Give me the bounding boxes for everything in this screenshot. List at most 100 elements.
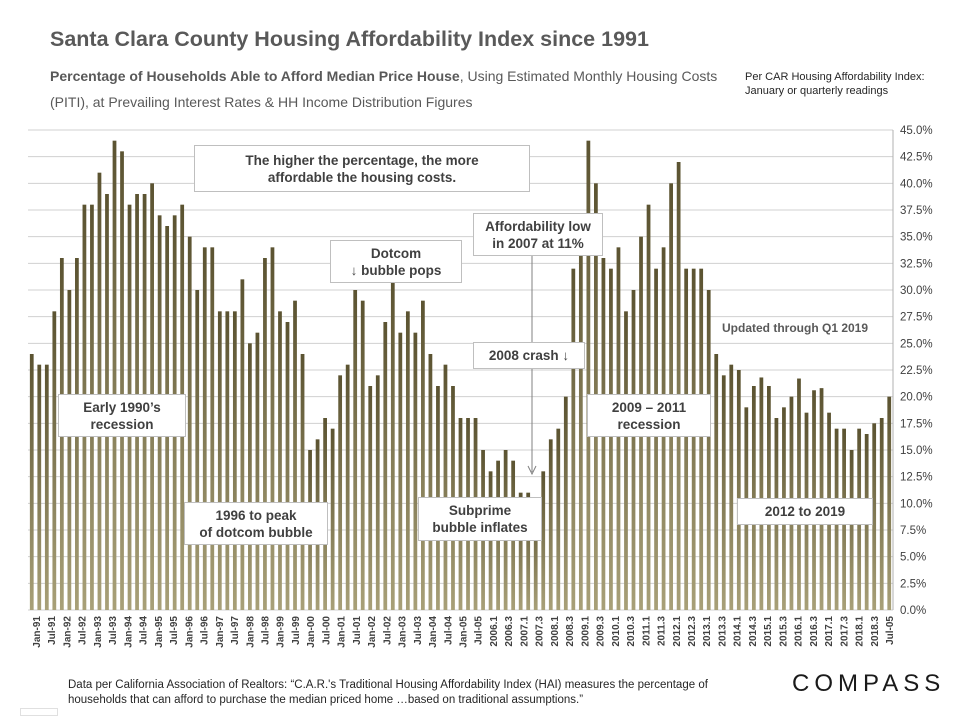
x-tick-label: Jan-01 (337, 616, 348, 648)
x-tick-label: Jul-99 (291, 616, 302, 645)
bar (849, 450, 854, 610)
x-tick-label: Jan-99 (276, 616, 287, 648)
bar (556, 428, 561, 610)
y-tick-label: 12.5% (900, 472, 933, 484)
y-tick-label: 10.0% (900, 498, 933, 510)
x-tick-label: Jan-02 (367, 616, 378, 648)
callout-2009-2011-recession-text: 2009 – 2011 recession (611, 399, 687, 432)
x-tick-label: 2006.1 (489, 616, 500, 647)
x-tick-label: Jul-05 (885, 616, 896, 645)
bar (37, 364, 42, 610)
x-tick-label: Jul-01 (352, 616, 363, 645)
bar (533, 503, 538, 610)
x-tick-label: Jul-05 (474, 616, 485, 645)
x-tick-label: 2012.3 (687, 616, 698, 647)
x-tick-label: 2016.3 (809, 616, 820, 647)
bar (578, 215, 583, 611)
y-tick-label: 42.5% (900, 152, 933, 164)
x-tick-label: Jan-96 (184, 616, 195, 648)
x-tick-label: 2014.1 (733, 616, 744, 647)
bar (624, 311, 628, 610)
bar (338, 375, 343, 610)
x-tick-label: Jan-97 (215, 616, 226, 648)
x-tick-label: Jan-94 (123, 616, 134, 648)
x-tick-label: Jul-97 (230, 616, 241, 645)
bar (67, 290, 72, 610)
y-tick-label: 35.0% (900, 232, 933, 244)
bar (586, 140, 591, 610)
bar (721, 375, 726, 610)
bar (887, 396, 892, 610)
bar (706, 290, 711, 610)
bar (360, 300, 365, 610)
bar (383, 322, 388, 610)
bar (684, 268, 689, 610)
callout-2008-crash-text: 2008 crash ↓ (488, 348, 570, 363)
bar (285, 322, 290, 610)
x-tick-label: 2013.1 (702, 616, 713, 647)
bar (187, 236, 192, 610)
bar (202, 247, 207, 611)
bar (232, 311, 237, 610)
y-tick-label: 0.0% (900, 605, 926, 617)
x-tick-label: 2010.1 (611, 616, 622, 647)
callout-peak-dotcom-text: 1996 to peak of dotcom bubble (199, 507, 313, 540)
x-tick-label: Jan-04 (428, 616, 439, 648)
x-tick-label: Jul-03 (413, 616, 424, 645)
bar (97, 172, 102, 610)
callout-higher-percentage: The higher the percentage, the more affo… (194, 145, 530, 192)
index-note: Per CAR Housing Affordability Index: Jan… (745, 71, 925, 97)
bar (631, 290, 636, 610)
x-tick-label: Jan-05 (459, 616, 470, 648)
y-tick-label: 17.5% (900, 418, 933, 430)
bar (518, 492, 523, 610)
callout-higher-percentage-text: The higher the percentage, the more affo… (245, 152, 479, 185)
callout-2012-to-2019-text: 2012 to 2019 (764, 504, 846, 519)
y-tick-label: 45.0% (900, 125, 933, 137)
y-axis-labels: 0.0% 2.5% 5.0% 7.5% 10.0% 12.5% 15.0% 17.5% 20.0… (900, 125, 933, 617)
bar (691, 268, 696, 610)
slide-footer-mark (20, 708, 58, 716)
x-tick-label: Jul-04 (443, 616, 454, 645)
bar (330, 428, 335, 610)
bar (270, 247, 275, 611)
bar (353, 290, 358, 610)
bar (405, 311, 410, 610)
y-tick-label: 32.5% (900, 258, 933, 270)
bar (526, 492, 531, 610)
bar (368, 386, 373, 610)
bar (255, 332, 260, 610)
x-tick-label: 2018.1 (855, 616, 866, 647)
bar (293, 300, 297, 610)
bar (390, 279, 395, 610)
callout-dotcom-pops: Dotcom ↓ bubble pops (330, 240, 462, 283)
x-tick-label: 2008.3 (565, 616, 576, 647)
bar (195, 290, 200, 610)
x-tick-label: Jul-94 (139, 616, 150, 645)
x-tick-label: 2007.3 (535, 616, 546, 647)
x-tick-label: 2009.3 (596, 616, 607, 647)
x-tick-label: Jan-03 (398, 616, 409, 648)
x-tick-label: Jan-92 (62, 616, 73, 648)
source-footnote: Data per California Association of Realt… (68, 679, 708, 706)
callout-affordability-low-text: Affordability low in 2007 at 11% (485, 218, 591, 251)
x-tick-label: 2015.1 (763, 616, 774, 647)
bar (428, 354, 433, 610)
y-tick-label: 27.5% (900, 312, 933, 324)
x-tick-label: 2017.1 (824, 616, 835, 647)
bar (240, 279, 245, 610)
x-tick-label: 2016.1 (794, 616, 805, 647)
chart-subtitle: Percentage of Households Able to Afford … (50, 63, 740, 115)
callout-subprime-text: Subprime bubble inflates (432, 503, 528, 535)
y-tick-label: 2.5% (900, 578, 926, 590)
x-tick-label: 2011.1 (641, 616, 652, 646)
bar (210, 247, 215, 611)
callout-subprime: Subprime bubble inflates (418, 497, 542, 541)
x-tick-label: 2015.3 (778, 616, 789, 647)
callout-affordability-low: Affordability low in 2007 at 11% (473, 213, 603, 256)
bar (736, 370, 741, 610)
x-tick-label: Jul-95 (169, 616, 180, 645)
x-tick-label: 2012.1 (672, 616, 683, 647)
x-tick-label: 2013.3 (717, 616, 728, 647)
bar (654, 268, 658, 610)
